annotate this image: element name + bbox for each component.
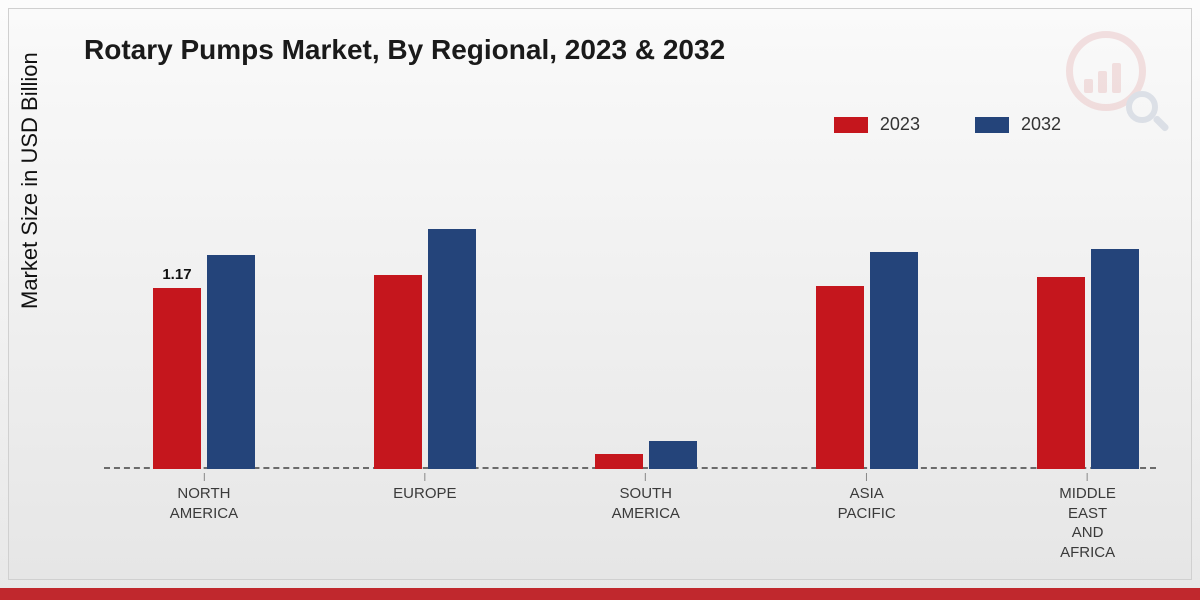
plot-area: 1.17 (104, 159, 1156, 469)
x-axis-label: ASIAPACIFIC (838, 473, 896, 523)
legend-label-2032: 2032 (1021, 114, 1061, 135)
logo-bars-icon (1084, 63, 1121, 93)
legend-swatch-2023 (834, 117, 868, 133)
bar-2023 (374, 275, 422, 469)
bar-2023 (1037, 277, 1085, 469)
x-axis-label: NORTHAMERICA (170, 473, 238, 523)
x-axis-label: EUROPE (393, 473, 456, 504)
x-axis-label-line: EAST (1059, 504, 1116, 524)
bar-2032 (1091, 249, 1139, 469)
x-axis-label: SOUTHAMERICA (612, 473, 680, 523)
bar-group: 1.17 (153, 255, 255, 469)
bar-group (816, 252, 918, 469)
x-axis-label-line: PACIFIC (838, 504, 896, 524)
x-axis-labels: NORTHAMERICAEUROPESOUTHAMERICAASIAPACIFI… (104, 473, 1156, 561)
x-axis-label-line: AMERICA (612, 504, 680, 524)
legend-item-2023: 2023 (834, 114, 920, 135)
x-axis-label: MIDDLEEASTANDAFRICA (1059, 473, 1116, 562)
logo-handle-icon (1152, 115, 1170, 133)
bar-group (1037, 249, 1139, 469)
bar-2023 (816, 286, 864, 469)
x-axis-label-line: NORTH (170, 484, 238, 504)
x-axis-label-line: AMERICA (170, 504, 238, 524)
bar-2023 (595, 454, 643, 470)
chart-container: Rotary Pumps Market, By Regional, 2023 &… (8, 8, 1192, 580)
x-tick (645, 473, 646, 481)
x-tick (203, 473, 204, 481)
bar-2023: 1.17 (153, 288, 201, 469)
bar-value-label: 1.17 (162, 266, 191, 283)
x-axis-label-line: ASIA (838, 484, 896, 504)
bar-group (595, 441, 697, 469)
chart-title: Rotary Pumps Market, By Regional, 2023 &… (84, 34, 725, 66)
x-axis-label-line: AND (1059, 523, 1116, 543)
watermark-logo (1066, 31, 1156, 121)
x-axis-label-line: AFRICA (1059, 543, 1116, 563)
legend-swatch-2032 (975, 117, 1009, 133)
bar-2032 (207, 255, 255, 469)
legend-item-2032: 2032 (975, 114, 1061, 135)
footer-accent-bar (0, 588, 1200, 600)
x-tick (866, 473, 867, 481)
y-axis-label: Market Size in USD Billion (17, 52, 43, 309)
x-tick (1087, 473, 1088, 481)
bar-2032 (870, 252, 918, 469)
x-axis-label-line: SOUTH (612, 484, 680, 504)
legend: 2023 2032 (834, 114, 1061, 135)
x-axis-label-line: EUROPE (393, 484, 456, 504)
x-tick (424, 473, 425, 481)
x-axis-label-line: MIDDLE (1059, 484, 1116, 504)
legend-label-2023: 2023 (880, 114, 920, 135)
bar-2032 (649, 441, 697, 469)
bar-group (374, 229, 476, 469)
bar-2032 (428, 229, 476, 469)
